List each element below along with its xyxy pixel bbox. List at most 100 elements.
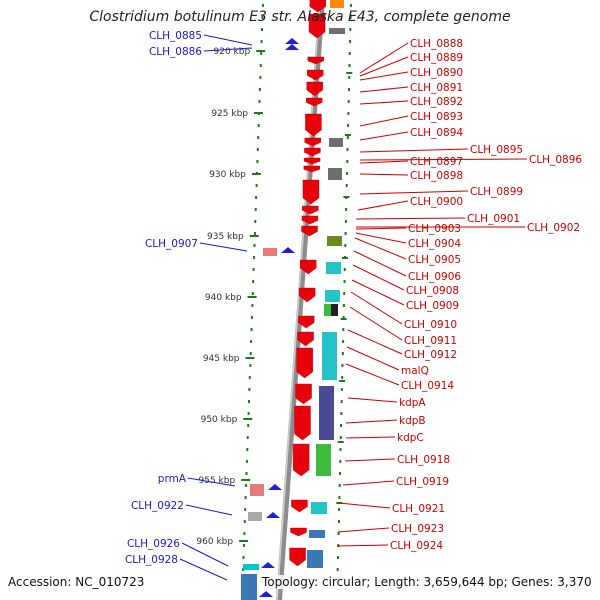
- right-label-leader: [359, 160, 409, 164]
- outer-tick-dot: [338, 508, 341, 511]
- reverse-gene-arrow: [301, 225, 318, 237]
- reverse-gene-label: CLH_0908: [406, 285, 459, 297]
- inner-tick-dot: [246, 436, 249, 439]
- kbp-tick-mark: [254, 112, 263, 114]
- cog-category-block: [243, 564, 259, 570]
- inner-tick-dot: [261, 28, 263, 31]
- gene-track: [259, 0, 326, 597]
- inner-tick-dot: [245, 460, 248, 463]
- reverse-gene-label: CLH_0893: [410, 111, 463, 123]
- inner-tick-dot: [252, 268, 255, 271]
- inner-tick-dot: [256, 148, 259, 151]
- inner-tick-dot: [246, 448, 249, 451]
- inner-tick-dot: [248, 400, 250, 403]
- inner-tick-dot: [261, 4, 264, 7]
- reverse-gene-arrow: [301, 215, 319, 225]
- inner-tick-dot: [254, 220, 257, 223]
- reverse-gene-label: CLH_0888: [410, 38, 463, 50]
- kbp-tick-label: 960 kbp: [196, 537, 233, 547]
- reverse-gene-label: CLH_0924: [390, 540, 443, 552]
- inner-tick-dot: [248, 376, 251, 379]
- outer-tick-dot: [349, 28, 352, 31]
- reverse-gene-arrow: [304, 147, 321, 157]
- outer-tick-dot: [347, 112, 350, 115]
- kbp-tick-label: 950 kbp: [201, 415, 238, 425]
- reverse-gene-arrow: [290, 527, 307, 537]
- inner-tick-dot: [250, 316, 253, 319]
- forward-gene-arrow: [281, 247, 295, 253]
- inner-tick-dot: [245, 472, 248, 475]
- right-label-leader: [351, 279, 405, 306]
- forward-gene-labels: CLH_0885 CLH_0886 CLH_0907 prmA CLH_0922 CLH_…: [125, 30, 253, 581]
- outer-tick-mark: [346, 72, 353, 74]
- reverse-gene-arrow: [300, 259, 317, 275]
- left-label-leader: [179, 558, 228, 581]
- outer-tick-dot: [349, 40, 352, 43]
- outer-tick-dot: [339, 472, 341, 475]
- inner-tick-dot: [256, 160, 259, 163]
- inner-tick-dot: [258, 88, 261, 91]
- cog-category-block: [250, 484, 264, 496]
- right-label-leader: [359, 100, 409, 105]
- reverse-gene-label: CLH_0909: [406, 300, 459, 312]
- cog-category-block: [325, 290, 340, 302]
- right-label-leader: [345, 436, 396, 439]
- reverse-gene-arrow: [297, 315, 315, 329]
- kbp-tick-mark: [256, 50, 266, 52]
- outer-tick-dot: [339, 460, 342, 463]
- right-label-leader: [354, 237, 407, 260]
- right-label-leader: [338, 502, 391, 509]
- inner-tick-dot: [258, 100, 261, 103]
- inner-tick-dot: [247, 424, 250, 427]
- outer-tick-mark: [343, 196, 350, 198]
- outer-tick-dot: [349, 4, 352, 7]
- outer-tick-dot: [348, 76, 351, 79]
- inner-tick-dot: [243, 532, 246, 535]
- outer-tick-dot: [338, 496, 341, 499]
- reverse-gene-label: CLH_0896: [529, 154, 582, 166]
- cog-category-block: [327, 236, 342, 246]
- inner-tick-dot: [255, 184, 258, 187]
- cog-category-block: [328, 168, 342, 180]
- outer-tick-dot: [344, 232, 347, 235]
- kbp-axis: 920 kbp 925 kbp 930 kbp 935 kbp 940 kbp 945 k…: [196, 47, 266, 547]
- outer-tick-dot: [337, 532, 340, 535]
- kbp-tick-label: 955 kbp: [199, 476, 236, 486]
- inner-tick-dot: [251, 292, 254, 295]
- reverse-gene-arrow: [292, 443, 310, 477]
- outer-tick-dot: [346, 172, 348, 175]
- outer-tick-dot: [336, 568, 339, 571]
- inner-tick-dot: [261, 16, 264, 19]
- reverse-gene-arrow: [297, 331, 314, 347]
- reverse-gene-label: CLH_0898: [410, 170, 463, 182]
- inner-tick-dot: [253, 232, 256, 235]
- inner-tick-dot: [260, 40, 263, 43]
- reverse-gene-label: malQ: [401, 365, 429, 377]
- inner-tick-dot: [248, 388, 251, 391]
- cog-track: [241, 0, 345, 600]
- right-label-leader: [337, 527, 390, 533]
- reverse-gene-arrow: [298, 287, 316, 303]
- kbp-tick-label: 940 kbp: [205, 293, 242, 303]
- outer-tick-dot: [347, 124, 350, 127]
- outer-tick-dot: [339, 448, 342, 451]
- reverse-gene-label: kdpA: [399, 397, 426, 409]
- outer-tick-dot: [345, 184, 348, 187]
- reverse-gene-label: CLH_0890: [410, 67, 463, 79]
- outer-tick-dot: [348, 52, 351, 55]
- right-label-leader: [347, 397, 398, 403]
- left-label-leader: [203, 47, 253, 52]
- right-label-leader: [359, 56, 409, 77]
- inner-tick-dot: [250, 340, 253, 343]
- reverse-gene-label: CLH_0889: [410, 52, 463, 64]
- inner-tick-dot: [249, 352, 252, 355]
- reverse-gene-label: CLH_0923: [391, 523, 444, 535]
- outer-tick-dot: [341, 376, 344, 379]
- cog-category-block: [329, 28, 345, 34]
- outer-tick-dot: [340, 388, 343, 391]
- cog-category-block: [324, 304, 332, 316]
- outer-tick-dot: [342, 316, 345, 319]
- outer-tick-dot: [345, 208, 348, 211]
- inner-tick-dot: [247, 412, 250, 415]
- reverse-gene-label: CLH_0921: [392, 503, 445, 515]
